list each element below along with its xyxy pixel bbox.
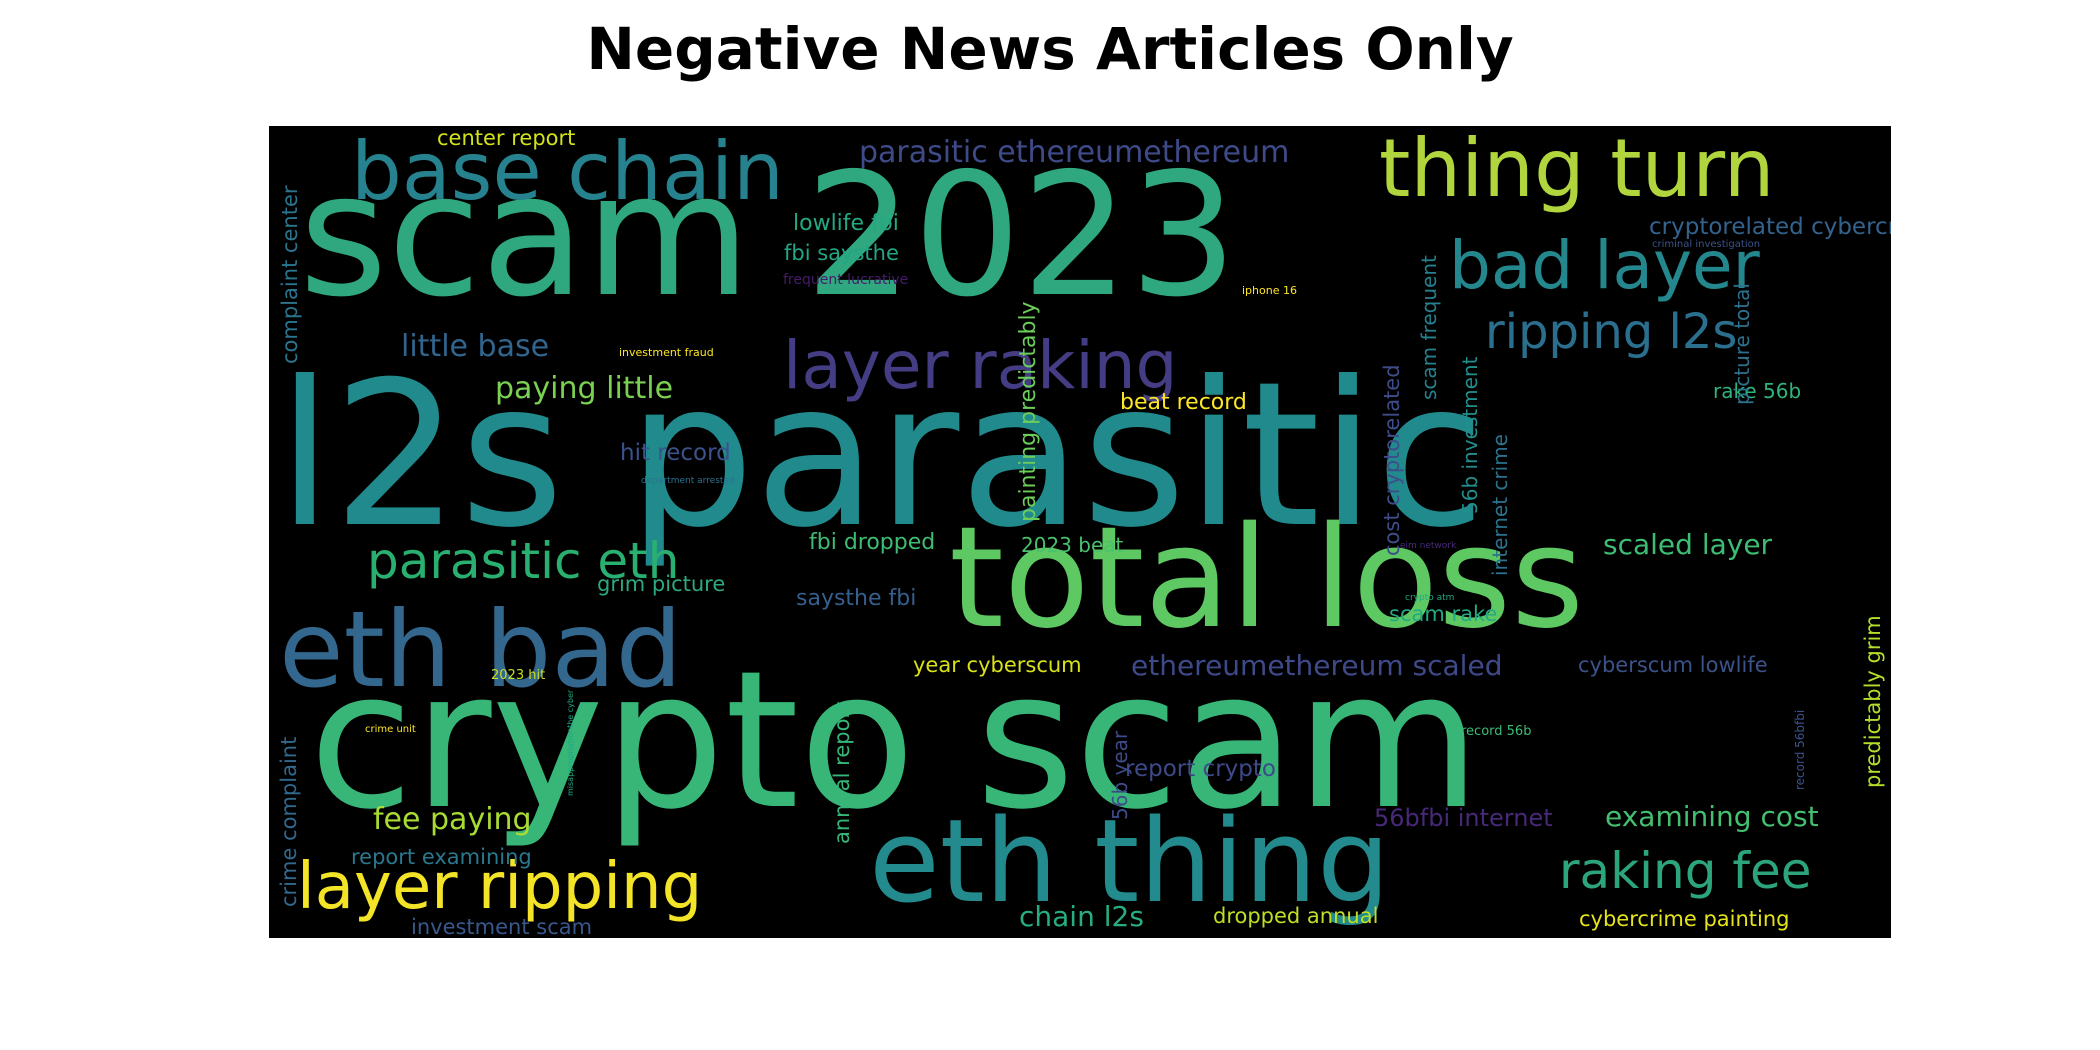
cloud-word: complaint center bbox=[278, 185, 302, 364]
cloud-word: painting predictably bbox=[1016, 301, 1041, 522]
cloud-word: eim network bbox=[1400, 541, 1457, 551]
cloud-word: investment scam bbox=[411, 915, 592, 938]
cloud-word: layer ripping bbox=[297, 850, 702, 924]
cloud-word: little base bbox=[401, 329, 549, 364]
cloud-word: ripping l2s bbox=[1485, 304, 1737, 360]
cloud-word: year cyberscum bbox=[913, 653, 1082, 677]
cloud-word: beat record bbox=[1120, 390, 1247, 415]
cloud-word: examining cost bbox=[1605, 800, 1819, 833]
cloud-word: center report bbox=[437, 126, 575, 150]
cloud-word: fbi dropped bbox=[809, 530, 935, 555]
cloud-word: cost cryptorelated bbox=[1380, 364, 1404, 556]
cloud-word: criminal investigation bbox=[1652, 239, 1760, 250]
cloud-word: dropped annual bbox=[1213, 904, 1378, 928]
cloud-word: 56b investment bbox=[1458, 356, 1482, 514]
cloud-word: eth bad bbox=[279, 589, 682, 711]
cloud-word: paying little bbox=[495, 371, 673, 406]
cloud-word: parasitic eth bbox=[367, 532, 679, 590]
cloud-word: fee paying bbox=[373, 802, 532, 837]
cloud-word: report examining bbox=[351, 845, 532, 869]
cloud-word: thing turn bbox=[1379, 126, 1774, 215]
cloud-word: fbi saysthe bbox=[784, 241, 899, 265]
cloud-word: 56bfbi internet bbox=[1374, 804, 1553, 832]
cloud-word: internet crime bbox=[1488, 434, 1512, 576]
cloud-word: cryptorelated cybercrime bbox=[1649, 214, 1891, 240]
cloud-word: annual report bbox=[830, 702, 854, 844]
cloud-word: report crypto bbox=[1125, 756, 1276, 782]
cloud-word: cybercrime painting bbox=[1579, 907, 1790, 931]
word-cloud: scam 2023 l2s parasitic crypto scam total l… bbox=[269, 126, 1891, 938]
cloud-word: layer raking bbox=[783, 327, 1177, 404]
cloud-word: lowlife fbi bbox=[793, 211, 899, 236]
cloud-word: frequent lucrative bbox=[783, 272, 908, 288]
cloud-word: crypto scam bbox=[309, 630, 1481, 851]
cloud-word: base chain bbox=[351, 126, 784, 218]
cloud-word: total loss bbox=[949, 497, 1584, 660]
cloud-word: bad layer bbox=[1449, 227, 1761, 304]
cloud-word: record 56b bbox=[1461, 724, 1531, 739]
cloud-word: crime unit bbox=[365, 724, 416, 735]
cloud-word: 2023 beat bbox=[1021, 533, 1124, 557]
cloud-word: iphone 16 bbox=[1242, 284, 1297, 297]
cloud-word: scam frequent bbox=[1417, 255, 1441, 400]
cloud-word: scam 2023 bbox=[299, 137, 1238, 335]
cloud-word: parasitic ethereumethereum bbox=[859, 135, 1289, 170]
cloud-word: eth thing bbox=[869, 795, 1390, 929]
cloud-word: chain l2s bbox=[1019, 900, 1144, 933]
cloud-word: record 56bfbi bbox=[1793, 710, 1807, 790]
cloud-word: saysthe fbi bbox=[796, 586, 916, 611]
cloud-word: raking fee bbox=[1559, 842, 1812, 900]
cloud-word: crypto atm bbox=[1405, 593, 1454, 603]
cloud-word: grim picture bbox=[597, 572, 725, 596]
cloud-word: l2s parasitic bbox=[277, 339, 1486, 572]
cloud-word: 2023 hit bbox=[491, 668, 545, 683]
cloud-word: 56b year bbox=[1108, 730, 1132, 820]
cloud-word: crime complaint bbox=[277, 737, 301, 907]
cloud-word: ethereumethereum scaled bbox=[1131, 649, 1502, 682]
cloud-word: cyberscum lowlife bbox=[1578, 653, 1768, 677]
cloud-word: predictably grim bbox=[1861, 615, 1885, 788]
cloud-word: rake 56b bbox=[1713, 379, 1801, 403]
cloud-word: picture total bbox=[1730, 283, 1754, 405]
cloud-word: investment fraud bbox=[619, 346, 714, 359]
cloud-word: scam rake bbox=[1389, 602, 1497, 626]
cloud-word: department arrested bbox=[641, 476, 735, 486]
cloud-word: scaled layer bbox=[1603, 528, 1773, 561]
chart-title: Negative News Articles Only bbox=[586, 15, 1514, 83]
cloud-word: misappropriationthe cyber bbox=[566, 689, 575, 796]
cloud-word: hit record bbox=[620, 440, 731, 466]
